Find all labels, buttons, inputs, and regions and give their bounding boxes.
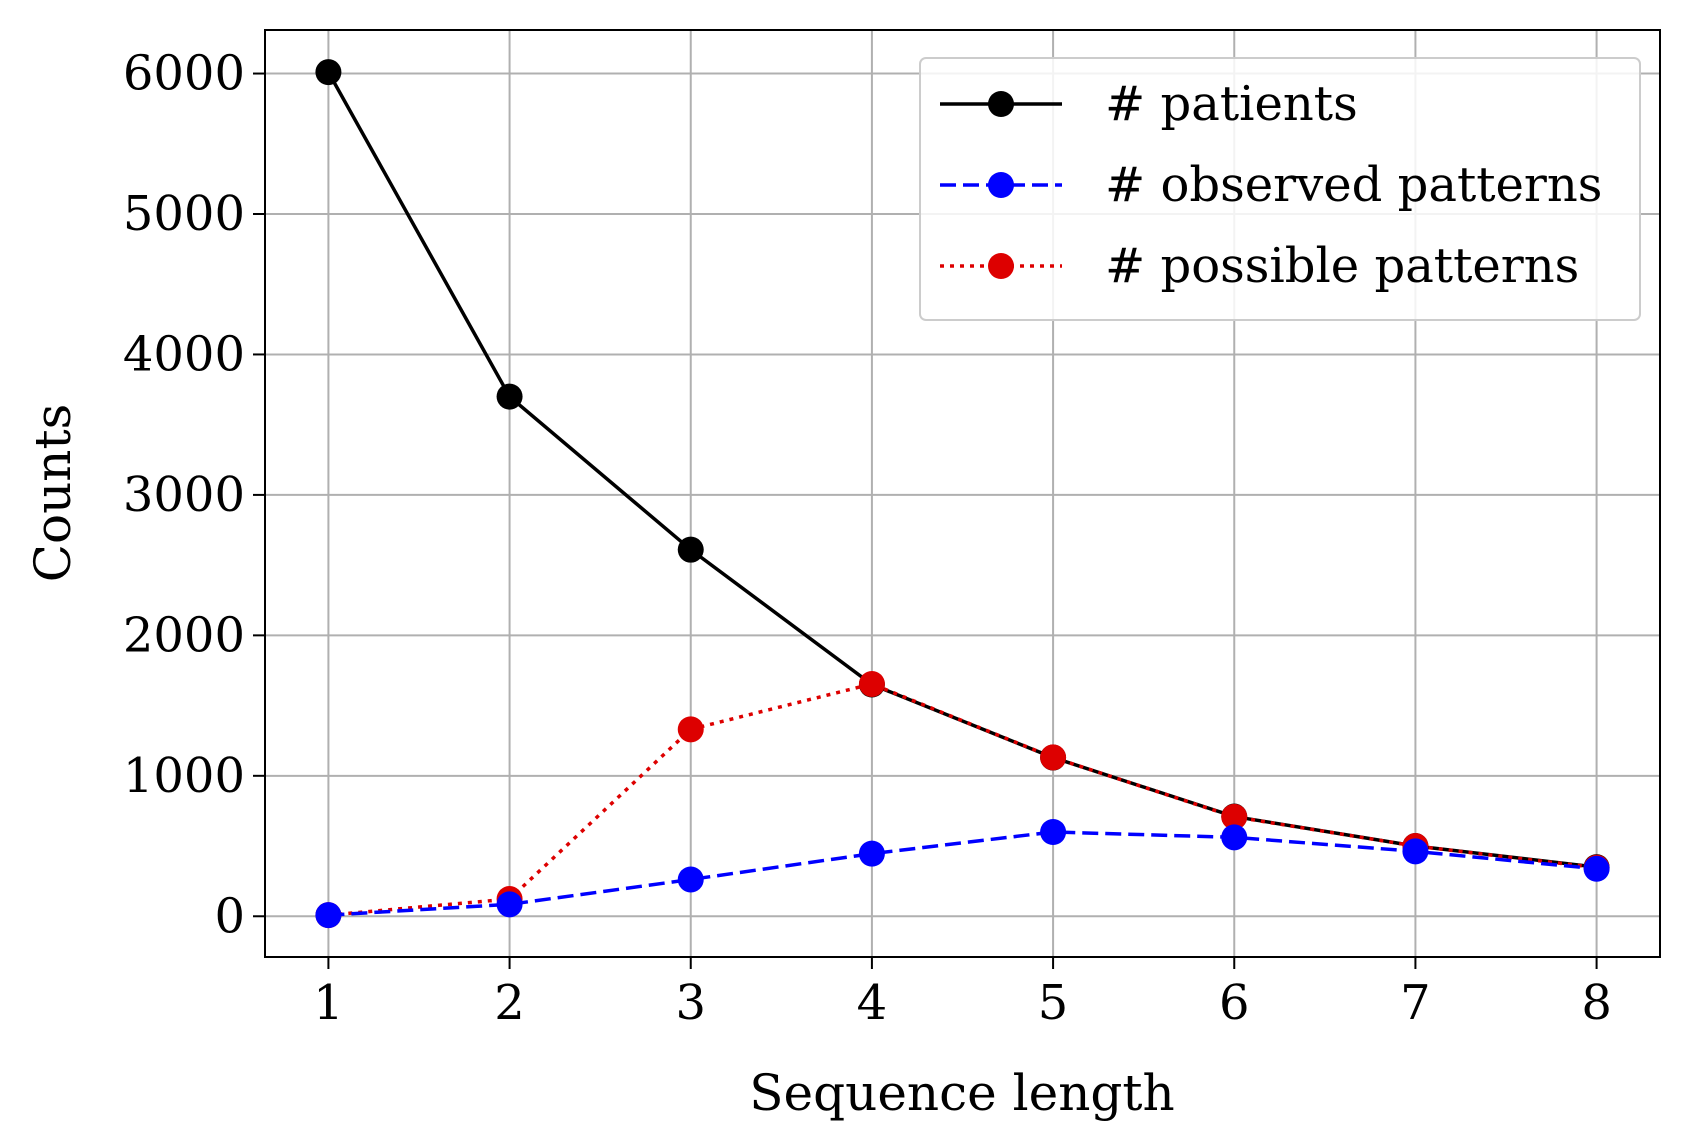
legend-label: # observed patterns bbox=[1105, 157, 1602, 213]
y-axis-label: Counts bbox=[24, 404, 82, 583]
legend-marker bbox=[988, 91, 1014, 117]
data-point bbox=[1040, 744, 1067, 771]
data-point bbox=[1221, 824, 1248, 851]
data-point bbox=[315, 902, 342, 929]
legend: # patients # observed patterns # possible … bbox=[919, 57, 1641, 321]
y-tick-label: 1000 bbox=[123, 748, 245, 804]
legend-label: # patients bbox=[1105, 76, 1358, 132]
legend-box bbox=[919, 57, 1641, 321]
x-tick-label: 1 bbox=[313, 975, 344, 1031]
data-point bbox=[1221, 803, 1248, 830]
series-line bbox=[328, 830, 1597, 917]
y-tick-label: 0 bbox=[214, 888, 245, 944]
data-point bbox=[858, 840, 885, 867]
x-tick-label: 4 bbox=[857, 975, 888, 1031]
x-tick-label: 8 bbox=[1581, 975, 1612, 1031]
x-tick-label: 2 bbox=[494, 975, 525, 1031]
data-point bbox=[677, 866, 704, 893]
data-point bbox=[1040, 818, 1067, 845]
x-tick-label: 5 bbox=[1038, 975, 1069, 1031]
y-tick-label: 6000 bbox=[123, 46, 245, 102]
x-axis-label: Sequence length bbox=[749, 1064, 1174, 1122]
data-point bbox=[1583, 855, 1610, 882]
data-point bbox=[496, 891, 523, 918]
y-tick-label: 5000 bbox=[123, 186, 245, 242]
legend-label: # possible patterns bbox=[1105, 238, 1579, 294]
series-group bbox=[315, 59, 1610, 929]
legend-marker bbox=[988, 253, 1014, 279]
data-point bbox=[677, 716, 704, 743]
legend-marker bbox=[988, 172, 1014, 198]
series-line bbox=[326, 71, 1597, 869]
data-point bbox=[496, 383, 523, 410]
plot-frame bbox=[264, 29, 1661, 958]
data-point bbox=[677, 536, 704, 563]
y-tick-label: 3000 bbox=[123, 467, 245, 523]
x-tick-label: 6 bbox=[1219, 975, 1250, 1031]
ticks: 1 2 3 4 5 6 7 8 0 1000 2000 3000 4000 5000 6000 bbox=[123, 46, 1612, 1031]
series-line bbox=[328, 682, 1597, 917]
data-point bbox=[315, 59, 342, 86]
data-point bbox=[858, 670, 885, 697]
y-tick-label: 2000 bbox=[123, 607, 245, 663]
y-tick-label: 4000 bbox=[123, 326, 245, 382]
x-tick-label: 7 bbox=[1400, 975, 1431, 1031]
data-point bbox=[1402, 838, 1429, 865]
x-tick-label: 3 bbox=[675, 975, 706, 1031]
